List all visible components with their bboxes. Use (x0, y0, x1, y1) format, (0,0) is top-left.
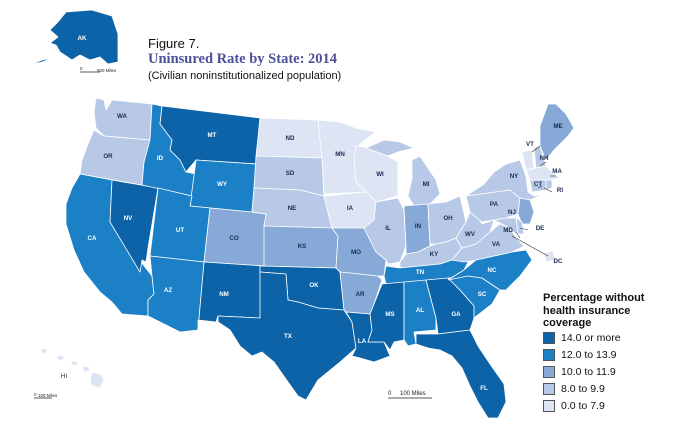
state-label-pa: PA (490, 201, 499, 208)
state-label-sd: SD (286, 170, 295, 177)
state-label-la: LA (358, 338, 367, 345)
state-label-wi: WI (376, 171, 384, 178)
scale-main-zero: 0 (388, 391, 392, 397)
state-label-tn: TN (416, 269, 425, 276)
state-label-mn: MN (335, 151, 345, 158)
state-WV (455, 211, 495, 249)
legend-item: 14.0 or more (543, 331, 621, 344)
state-DC (543, 250, 556, 263)
figure-number: Figure 7. (148, 36, 200, 51)
state-label-nv: NV (124, 215, 133, 222)
state-label-nj: NJ (508, 209, 516, 216)
state-label-ut: UT (176, 227, 184, 234)
scale-alaska-zero: 0 (80, 66, 83, 71)
state-NV (109, 179, 159, 273)
state-TX (217, 271, 357, 401)
state-label-ak: AK (78, 35, 87, 42)
legend-swatch (543, 382, 555, 395)
legend-label: 14.0 or more (561, 331, 621, 344)
state-label-dc: DC (554, 258, 563, 265)
legend-label: 10.0 to 11.9 (561, 365, 616, 378)
state-IL (363, 197, 407, 265)
state-label-nh: NH (540, 155, 549, 162)
state-MI (365, 139, 441, 207)
state-label-ne: NE (288, 205, 297, 212)
state-AK (29, 9, 119, 66)
state-label-ca: CA (88, 235, 97, 242)
state-label-il: IL (385, 225, 391, 232)
state-label-ga: GA (451, 311, 461, 318)
state-label-wa: WA (117, 113, 127, 120)
state-label-mo: MO (351, 249, 361, 256)
legend-title: Percentage without health insurance cove… (543, 292, 645, 329)
figure-title: Uninsured Rate by State: 2014 (148, 51, 338, 67)
state-label-al: AL (416, 307, 424, 314)
state-label-me: ME (553, 123, 562, 130)
state-label-mt: MT (208, 132, 217, 139)
legend-label: 12.0 to 13.9 (561, 348, 617, 361)
state-label-ia: IA (347, 205, 354, 212)
state-label-oh: OH (443, 215, 453, 222)
state-label-md: MD (503, 227, 513, 234)
legend-swatch (543, 331, 555, 344)
scale-bar-alaska: 0 500 Miles (80, 66, 117, 73)
legend-item: 10.0 to 11.9 (543, 365, 616, 378)
state-ME (539, 103, 575, 161)
scale-hawaii-label: 100 Miles (38, 393, 58, 398)
legend-label: 0.0 to 7.9 (561, 399, 605, 412)
leader-lines (511, 145, 556, 257)
state-label-id: ID (157, 155, 164, 162)
state-AZ (147, 255, 205, 333)
legend-item: 0.0 to 7.9 (543, 399, 605, 412)
scale-bar-main: 0 100 Miles (388, 391, 432, 399)
legend-item: 12.0 to 13.9 (543, 348, 616, 361)
state-label-ma: MA (552, 168, 562, 175)
state-FL (415, 329, 507, 419)
scale-main-label: 100 Miles (400, 391, 426, 397)
state-label-sc: SC (478, 291, 487, 298)
state-label-mi: MI (423, 181, 430, 188)
scale-alaska-label: 500 Miles (97, 68, 117, 73)
state-label-hi: HI (61, 373, 67, 380)
state-label-va: VA (492, 241, 501, 248)
state-label-nd: ND (286, 135, 295, 142)
state-label-ky: KY (430, 251, 439, 258)
legend-swatch (543, 365, 555, 378)
scale-bar-hawaii: 0 100 Miles (34, 392, 58, 399)
state-label-wy: WY (217, 181, 228, 188)
state-label-ms: MS (385, 311, 394, 318)
state-label-or: OR (103, 153, 113, 160)
state-VT (521, 149, 535, 171)
state-label-tx: TX (284, 333, 293, 340)
state-label-ks: KS (298, 243, 307, 250)
legend-swatch (543, 399, 555, 412)
scale-hawaii-zero: 0 (34, 392, 37, 397)
state-label-fl: FL (480, 385, 488, 392)
state-label-wv: WV (465, 231, 476, 238)
legend-item: 8.0 to 9.9 (543, 382, 605, 395)
legend-swatch (543, 348, 555, 361)
state-label-nc: NC (488, 267, 497, 274)
state-label-ct: CT (534, 181, 542, 188)
state-label-ar: AR (356, 291, 365, 298)
state-label-az: AZ (164, 287, 172, 294)
figure-subtitle: (Civilian noninstitutionalized populatio… (148, 70, 342, 82)
state-NC (447, 249, 533, 291)
state-MD (481, 217, 519, 235)
state-label-vt: VT (526, 141, 534, 148)
legend-label: 8.0 to 9.9 (561, 382, 605, 395)
state-label-de: DE (536, 225, 545, 232)
state-label-ok: OK (309, 282, 319, 289)
state-NJ (517, 197, 535, 225)
state-HI (39, 347, 105, 389)
state-label-ri: RI (557, 187, 563, 194)
state-label-co: CO (229, 235, 238, 242)
state-label-in: IN (415, 223, 422, 230)
state-label-ny: NY (510, 173, 519, 180)
state-RI (545, 179, 553, 191)
state-label-nm: NM (219, 291, 229, 298)
